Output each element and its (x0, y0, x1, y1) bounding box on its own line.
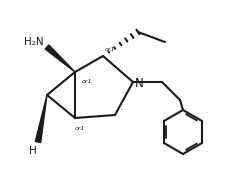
Text: or1: or1 (82, 79, 92, 85)
Polygon shape (35, 95, 47, 142)
Polygon shape (45, 45, 75, 72)
Text: H: H (29, 146, 37, 156)
Text: N: N (134, 78, 143, 90)
Text: H₂N: H₂N (24, 37, 44, 47)
Text: or1: or1 (75, 126, 85, 131)
Text: or1: or1 (105, 47, 115, 52)
